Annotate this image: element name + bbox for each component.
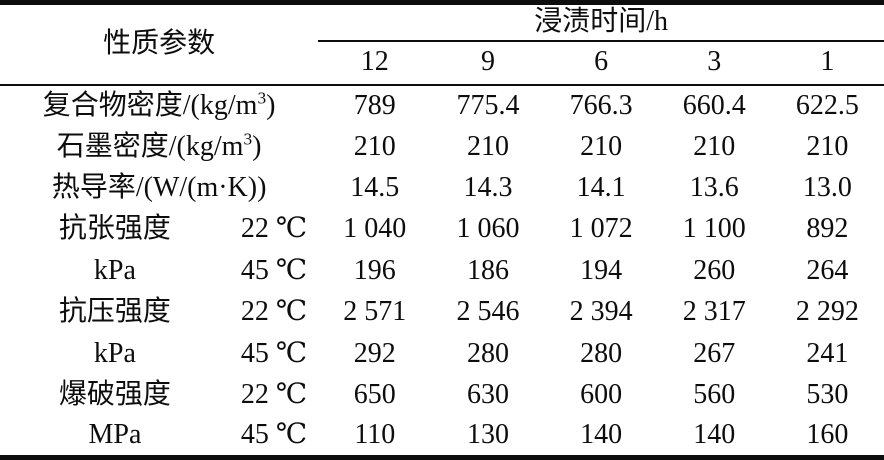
row-label-graphite-density: 石墨密度/(kg/m3) [0,126,318,167]
row-label-tensile-strength: 抗张强度 [58,213,171,245]
cell-value: 650 [353,379,396,411]
cell-value: 241 [806,337,849,369]
cell-value: 210 [466,130,509,162]
cell-value: 186 [466,254,509,286]
cell-value: 160 [806,419,849,451]
row-label-text: 复合物密度/(kg/m [42,89,258,121]
cell-value: 14.3 [463,172,513,203]
header-row-times: 12 9 6 3 1 [0,40,884,86]
cell-value: 766.3 [569,89,633,121]
cell-value: 14.1 [576,172,626,203]
time-column-9: 9 [431,40,545,86]
row-label-compressive-strength: 抗压强度 [58,296,171,328]
cell-value: 13.0 [802,172,852,203]
cell-value: 194 [580,254,623,286]
cell-value: 196 [353,254,396,286]
row-label-text: ) [252,130,262,162]
row-label-thermal-conductivity: 热导率/(W/(m·K)) [51,172,267,203]
temperature-cell: 45 ℃ [240,419,308,451]
table-body: 复合物密度/(kg/m3) 789 775.4 766.3 660.4 622.… [0,85,884,458]
row-label-superscript: 3 [243,129,253,149]
table-row-burst-strength-22c: 爆破强度 22 ℃ 650 630 600 560 530 [0,375,884,416]
table-row-thermal-conductivity: 热导率/(W/(m·K)) 14.5 14.3 14.1 13.6 13.0 [0,167,884,208]
row-label-compressive-unit-kpa: kPa [93,337,136,369]
cell-value: 1 072 [569,213,633,245]
corner-header-property-params: 性质参数 [0,2,319,86]
cell-value: 292 [353,337,396,369]
table-row-tensile-strength-22c: 抗张强度 22 ℃ 1 040 1 060 1 072 1 100 892 [0,209,884,250]
temperature-cell: 22 ℃ [240,213,308,245]
temperature-cell: 22 ℃ [240,296,308,328]
row-label-text: 石墨密度/(kg/m [56,130,244,162]
table-row-burst-strength-45c: MPa 45 ℃ 110 130 140 140 160 [0,416,884,458]
cell-value: 210 [806,130,849,162]
cell-value: 2 546 [456,296,520,328]
cell-value: 2 571 [343,296,407,328]
time-column-3: 3 [657,40,771,86]
cell-value: 789 [353,89,396,121]
cell-value: 140 [580,419,623,451]
time-column-6: 6 [544,40,658,86]
cell-value: 110 [354,419,396,451]
cell-value: 1 060 [456,213,520,245]
row-label-text: ) [266,89,276,121]
cell-value: 280 [580,337,623,369]
table-row-compressive-strength-22c: 抗压强度 22 ℃ 2 571 2 546 2 394 2 317 2 292 [0,292,884,333]
table-header: 性质参数 浸渍时间/h 12 9 6 3 1 [0,2,884,86]
cell-value: 210 [580,130,623,162]
cell-value: 130 [466,419,509,451]
temperature-cell: 45 ℃ [240,337,308,369]
cell-value: 2 292 [795,296,859,328]
cell-value: 630 [466,379,509,411]
cell-value: 140 [693,419,736,451]
header-row-spanner: 性质参数 浸渍时间/h [0,2,884,86]
cell-value: 560 [693,379,736,411]
cell-value: 2 394 [569,296,633,328]
cell-value: 892 [806,213,849,245]
cell-value: 530 [806,379,849,411]
temperature-cell: 22 ℃ [240,379,308,411]
cell-value: 267 [693,337,736,369]
table-row-composite-density: 复合物密度/(kg/m3) 789 775.4 766.3 660.4 622.… [0,85,884,126]
cell-value: 210 [693,130,736,162]
cell-value: 600 [580,379,623,411]
cell-value: 14.5 [350,172,400,203]
row-label-tensile-unit-kpa: kPa [93,254,136,286]
cell-value: 264 [806,254,849,286]
time-column-1: 1 [770,40,884,86]
table-row-tensile-strength-45c: kPa 45 ℃ 196 186 194 260 264 [0,250,884,291]
table-row-graphite-density: 石墨密度/(kg/m3) 210 210 210 210 210 [0,126,884,167]
cell-value: 13.6 [689,172,739,203]
cell-value: 260 [693,254,736,286]
temperature-cell: 45 ℃ [240,254,308,286]
cell-value: 280 [466,337,509,369]
spanner-header-immersion-time: 浸渍时间/h [318,2,884,42]
cell-value: 660.4 [682,89,746,121]
cell-value: 1 100 [682,213,746,245]
row-label-composite-density: 复合物密度/(kg/m3) [0,85,318,126]
row-label-burst-strength: 爆破强度 [58,379,171,411]
cell-value: 1 040 [343,213,407,245]
cell-value: 2 317 [682,296,746,328]
row-label-burst-unit-mpa: MPa [88,419,142,451]
row-label-superscript: 3 [257,88,267,108]
cell-value: 775.4 [456,89,520,121]
cell-value: 210 [353,130,396,162]
time-column-12: 12 [318,40,432,86]
table-row-compressive-strength-45c: kPa 45 ℃ 292 280 280 267 241 [0,333,884,374]
cell-value: 622.5 [795,89,859,121]
